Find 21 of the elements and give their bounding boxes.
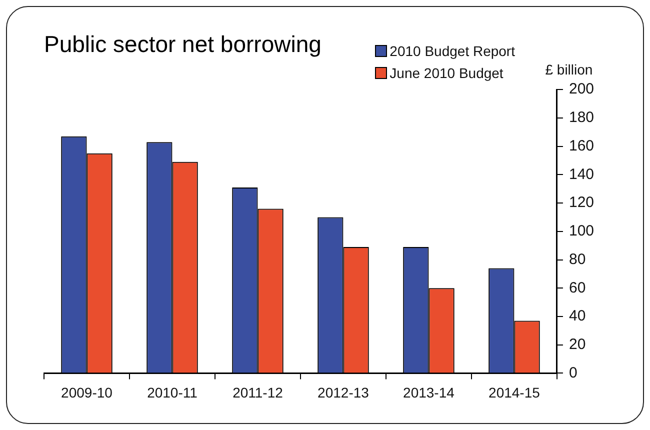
y-tick-label: 100 — [568, 222, 594, 240]
y-tick-label: 180 — [568, 109, 594, 126]
x-tick-label: 2009-10 — [61, 384, 113, 400]
x-tick-label: 2013-14 — [403, 384, 455, 400]
y-tick-label: 80 — [568, 250, 586, 268]
x-tick-label: 2014-15 — [488, 384, 540, 400]
legend-label: June 2010 Budget — [390, 65, 504, 81]
y-tick-label: 120 — [568, 194, 594, 212]
y-tick-label: 0 — [568, 364, 578, 382]
y-tick-label: 160 — [568, 137, 594, 154]
x-tick-label: 2012-13 — [318, 384, 370, 400]
x-tick-label: 2011-12 — [232, 384, 284, 400]
y-tick-label: 40 — [568, 308, 586, 325]
y-tick-label: 20 — [568, 336, 586, 353]
y-tick-label: 60 — [568, 279, 586, 296]
legend-label: 2010 Budget Report — [390, 43, 515, 59]
y-tick-label: 200 — [568, 80, 594, 98]
chart-title: Public sector net borrowing — [44, 31, 322, 58]
x-tick-label: 2010-11 — [147, 384, 198, 400]
y-axis-title: £ billion — [545, 61, 593, 78]
y-tick-label: 140 — [568, 166, 594, 183]
